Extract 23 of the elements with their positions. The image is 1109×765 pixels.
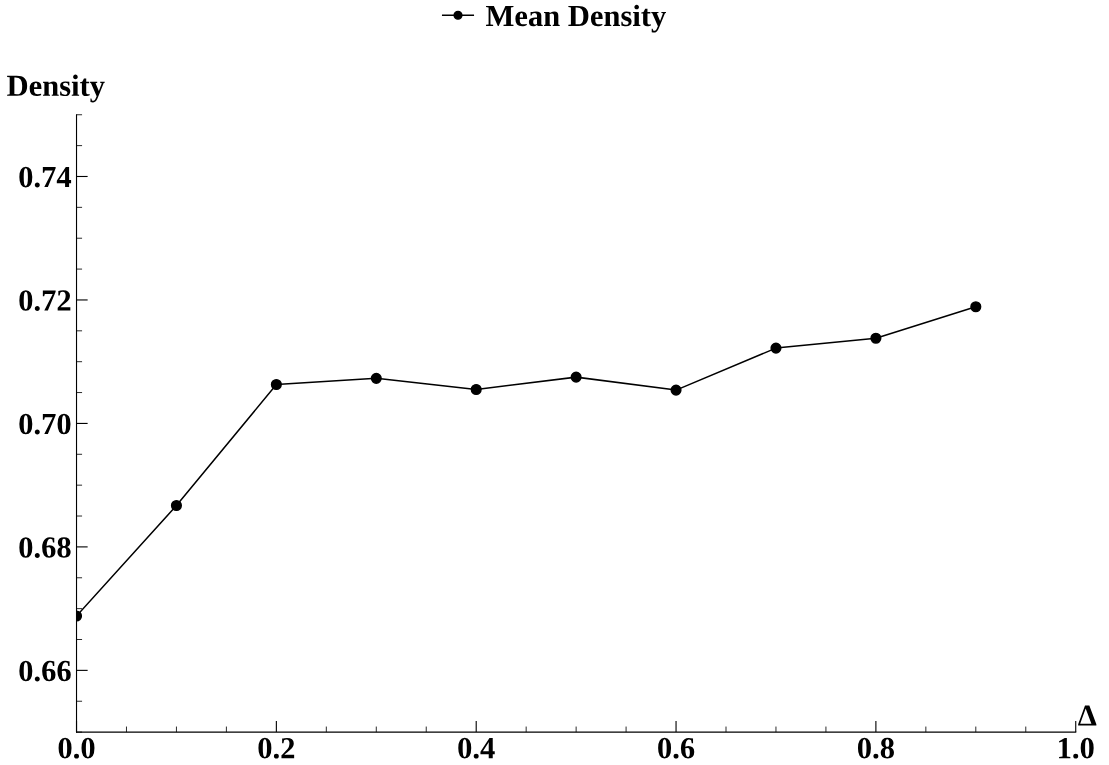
x-tick-label: 0.2 <box>258 737 295 759</box>
legend-label: Mean Density <box>486 4 666 33</box>
y-tick-label: 0.74 <box>19 166 72 188</box>
y-tick-label: 0.66 <box>19 660 71 682</box>
point <box>570 371 582 383</box>
x-tick-label: 0.6 <box>658 737 695 759</box>
x-tick-label: 0.8 <box>857 737 894 759</box>
y-tick-label: 0.68 <box>19 537 71 558</box>
point <box>370 372 382 384</box>
point <box>170 499 182 512</box>
x-tick-label: 1.0 <box>1059 737 1094 759</box>
point <box>970 301 982 313</box>
x-tick-label: 0.4 <box>458 737 495 759</box>
point <box>770 342 782 354</box>
point <box>270 378 282 391</box>
point <box>670 384 682 396</box>
x-axis-title: Δ <box>1078 705 1097 726</box>
x-tick-label: 0.0 <box>58 737 95 759</box>
y-tick-label: 0.72 <box>19 290 71 311</box>
y-axis-title: Density <box>7 74 105 103</box>
y-tick-label: 0.70 <box>19 413 71 435</box>
point <box>870 332 882 344</box>
point <box>470 383 482 396</box>
